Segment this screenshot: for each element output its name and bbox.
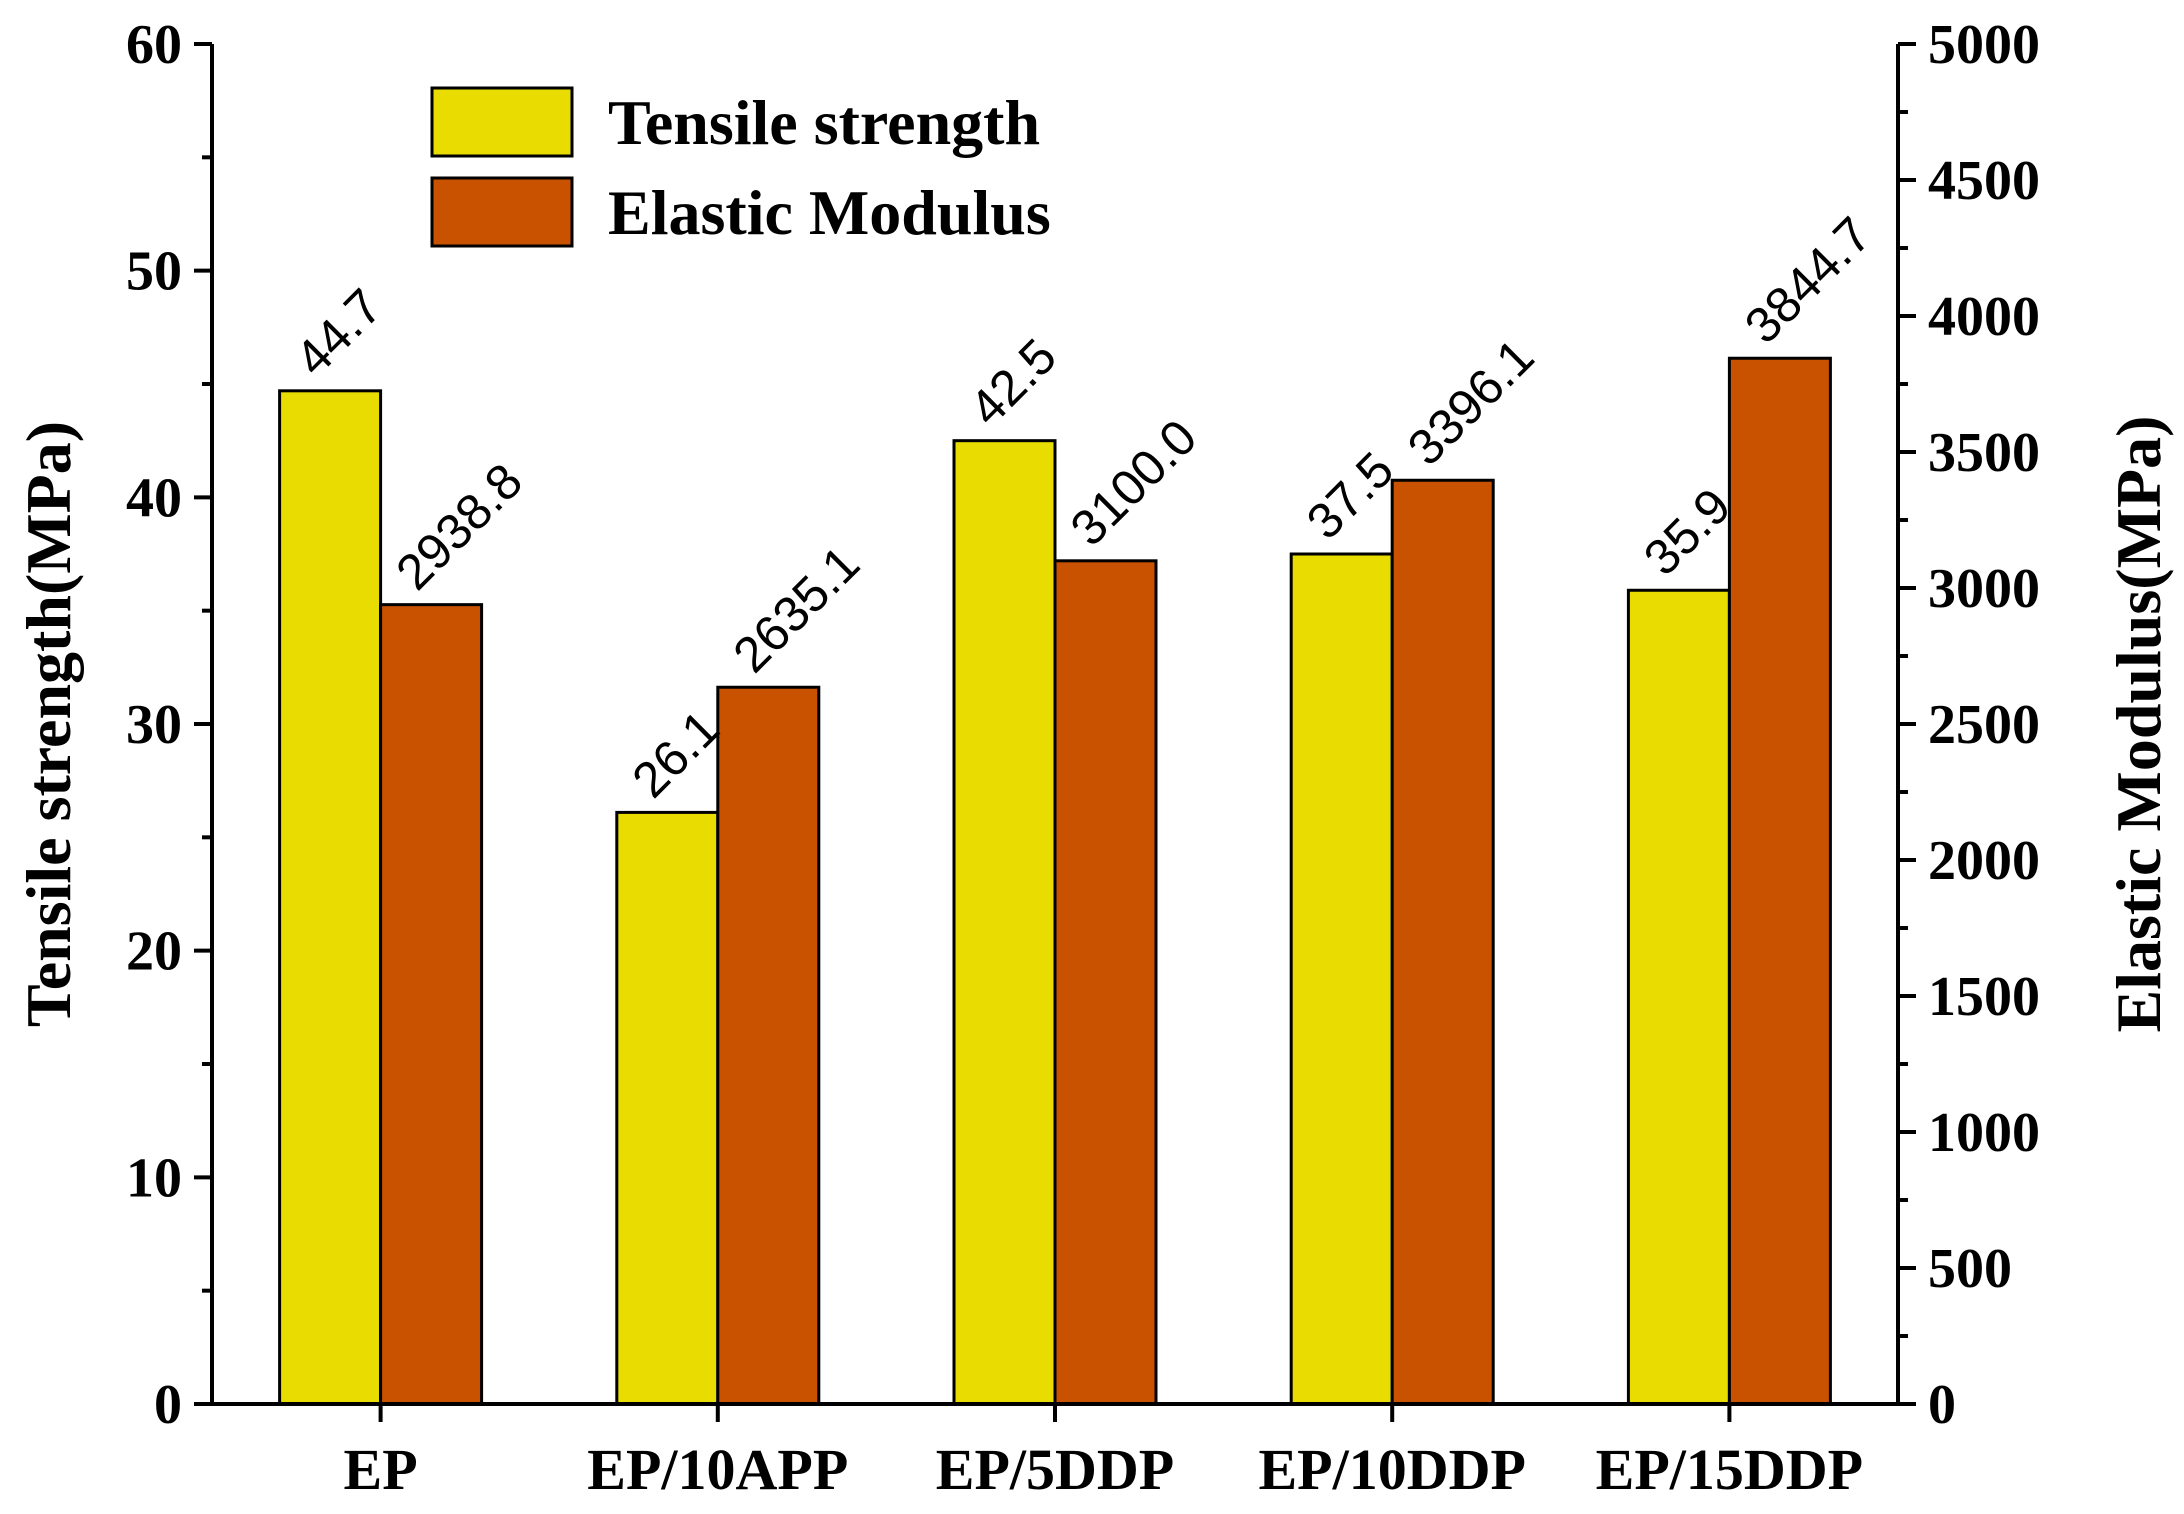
right-axis-title: Elastic Modulus(MPa) — [2103, 416, 2174, 1033]
bar-tensile-3 — [1289, 552, 1394, 1406]
data-label-tensile-2: 42.5 — [959, 328, 1067, 436]
bar-tensile-4 — [1626, 588, 1731, 1406]
legend-label-tensile: Tensile strength — [608, 87, 1040, 158]
data-label-modulus-3: 3396.1 — [1397, 328, 1545, 476]
left-tick-label: 30 — [126, 694, 182, 756]
right-tick-label: 2000 — [1928, 830, 2040, 892]
x-tick-label: EP/5DDP — [936, 1437, 1174, 1502]
legend-swatch-tensile — [430, 86, 574, 158]
left-tick-label: 40 — [126, 467, 182, 529]
bar-modulus-3 — [1390, 478, 1495, 1406]
data-label-tensile-1: 26.1 — [621, 700, 729, 808]
bar-modulus-1 — [716, 685, 821, 1406]
data-label-modulus-0: 2938.8 — [385, 453, 533, 601]
data-label-modulus-2: 3100.0 — [1060, 409, 1208, 557]
x-tick-label: EP/15DDP — [1596, 1437, 1863, 1502]
x-tick-label: EP/10DDP — [1258, 1437, 1525, 1502]
right-tick-label: 3500 — [1928, 422, 2040, 484]
bar-modulus-2 — [1053, 559, 1158, 1406]
data-label-tensile-4: 35.9 — [1633, 478, 1741, 586]
right-tick-label: 500 — [1928, 1238, 2012, 1300]
left-tick-label: 60 — [126, 14, 182, 76]
left-tick-label: 20 — [126, 921, 182, 983]
right-tick-label: 5000 — [1928, 14, 2040, 76]
data-label-tensile-3: 37.5 — [1296, 441, 1404, 549]
bar-modulus-4 — [1727, 356, 1832, 1406]
legend: Tensile strength Elastic Modulus — [430, 86, 1051, 248]
right-tick-label: 1500 — [1928, 966, 2040, 1028]
left-tick-label: 10 — [126, 1147, 182, 1209]
bars-group — [278, 356, 1832, 1406]
data-label-modulus-1: 2635.1 — [722, 535, 870, 683]
bar-tensile-1 — [615, 810, 720, 1406]
bar-tensile-0 — [278, 389, 383, 1406]
bar-tensile-2 — [952, 439, 1057, 1406]
x-tick-label: EP/10APP — [587, 1437, 848, 1502]
bar-modulus-0 — [379, 603, 484, 1406]
legend-label-modulus: Elastic Modulus — [608, 177, 1051, 248]
x-tick-label: EP — [344, 1437, 418, 1502]
legend-swatch-modulus — [430, 176, 574, 248]
data-label-tensile-0: 44.7 — [284, 278, 392, 386]
right-tick-label: 1000 — [1928, 1102, 2040, 1164]
left-axis-title: Tensile strength(MPa) — [13, 421, 84, 1027]
left-tick-label: 0 — [154, 1374, 182, 1436]
data-label-modulus-4: 3844.7 — [1734, 206, 1882, 354]
right-tick-label: 4500 — [1928, 150, 2040, 212]
right-tick-label: 3000 — [1928, 558, 2040, 620]
right-tick-label: 0 — [1928, 1374, 1956, 1436]
axes-group: 0 10 20 30 40 50 60 0 500 1000 1500 2000 2500 3000 350… — [13, 14, 2174, 1502]
right-tick-label: 4000 — [1928, 286, 2040, 348]
left-tick-label: 50 — [126, 241, 182, 303]
right-tick-label: 2500 — [1928, 694, 2040, 756]
